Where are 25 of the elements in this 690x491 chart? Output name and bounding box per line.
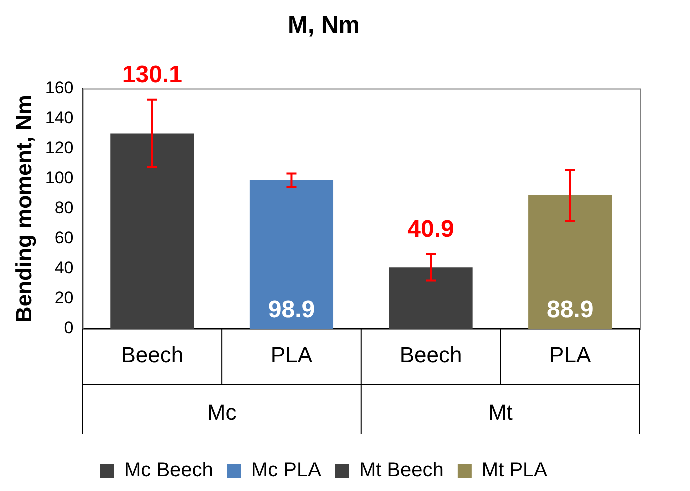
y-tick-label: 120	[45, 138, 74, 158]
data-label: 98.9	[268, 296, 316, 324]
legend-label: Mc PLA	[251, 460, 322, 482]
y-tick-label: 0	[64, 318, 74, 338]
legend-label: Mt Beech	[359, 460, 444, 482]
legend-label: Mc Beech	[124, 460, 214, 482]
y-tick-label: 100	[45, 168, 74, 188]
y-axis-title: Bending moment, Nm	[11, 95, 36, 323]
text: Mt	[488, 400, 513, 426]
chart-title: M, Nm	[288, 12, 360, 40]
x-tick-label: PLA	[270, 342, 313, 368]
y-tick-label: 20	[54, 288, 74, 308]
text: Mc	[207, 400, 237, 426]
y-tick-label: 80	[54, 198, 74, 218]
data-label: 40.9	[408, 216, 454, 244]
legend-label: Mt PLA	[482, 460, 548, 482]
y-tick-label: 140	[45, 108, 74, 128]
data-label: 130.1	[122, 62, 182, 89]
y-tick-label: 160	[45, 78, 74, 98]
x-tick-label: Beech	[400, 342, 462, 368]
data-label: 88.9	[546, 296, 594, 324]
x-tick-label: Beech	[121, 342, 184, 368]
x-tick-label: PLA	[550, 342, 592, 368]
y-tick-label: 60	[54, 228, 74, 248]
y-tick-label: 40	[54, 258, 74, 278]
